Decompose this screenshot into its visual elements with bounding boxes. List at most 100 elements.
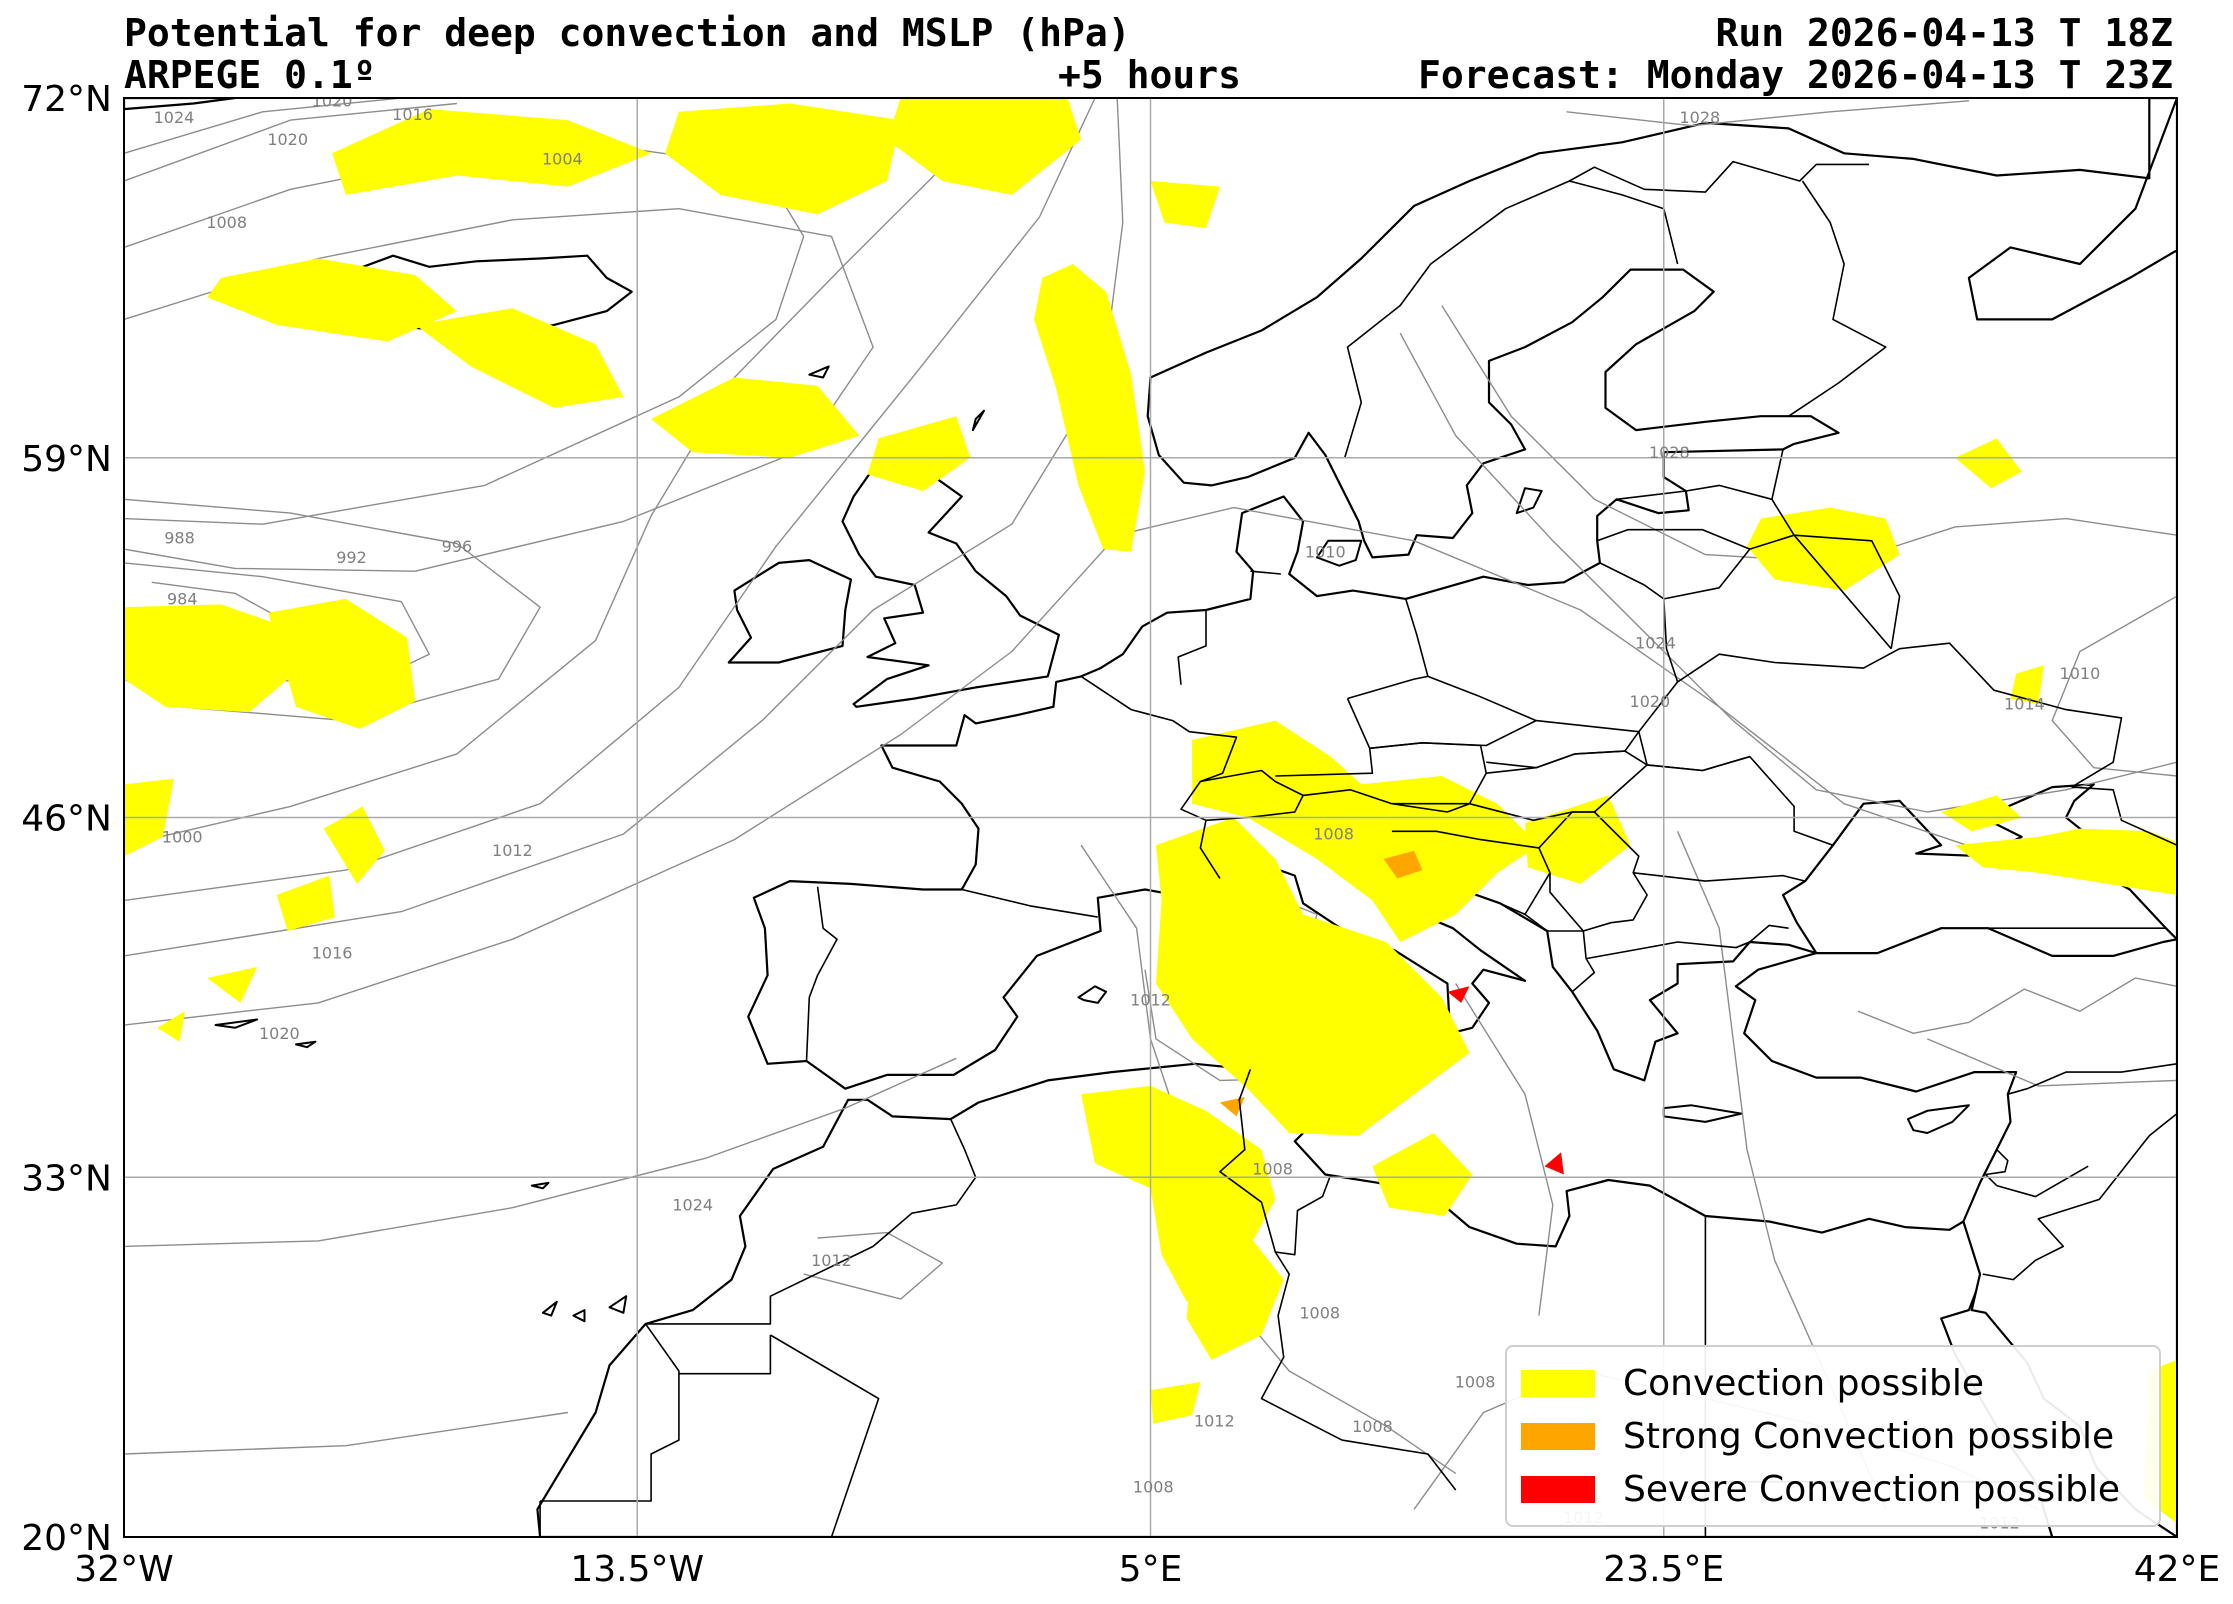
- convection-area: [867, 416, 971, 491]
- forecast-label: Forecast: Monday 2026-04-13 T 23Z: [1418, 53, 2173, 97]
- country-border: [1647, 755, 1751, 772]
- severe-area: [1544, 1152, 1564, 1175]
- country-border: [678, 1335, 772, 1375]
- country-border: [1616, 484, 1795, 536]
- country-border: [1638, 642, 2123, 788]
- strong-area: [1383, 850, 1423, 879]
- convection-area: [651, 377, 860, 458]
- model-label: ARPEGE 0.1º: [124, 53, 376, 97]
- lon-tick-label: 32°W: [74, 1549, 173, 1590]
- lat-tick-label: 46°N: [21, 799, 112, 840]
- country-border: [805, 886, 838, 1062]
- island-madeira: [530, 1181, 550, 1190]
- lon-tick-label: 5°E: [1119, 1549, 1183, 1590]
- isobar-label: 1004: [542, 149, 583, 168]
- convection-area: [1955, 438, 2022, 489]
- country-border: [1391, 802, 1470, 813]
- island-faroe: [808, 365, 830, 379]
- convection-area: [1156, 817, 1470, 1136]
- legend-item-strong: Strong Convection possible: [1521, 1415, 2115, 1457]
- country-border: [1735, 924, 1789, 949]
- convection-area: [1150, 1382, 1201, 1424]
- convection-area: [886, 98, 1082, 195]
- plot-area: 1024 1020 1016 1020 1004 1008 1028 988 992 996 984…: [124, 91, 2177, 1537]
- isobar-label: 1016: [312, 944, 353, 963]
- convection-area: [124, 604, 305, 713]
- isobar-line: [1927, 1038, 2177, 1087]
- isobar-line: [124, 1411, 569, 1455]
- lon-tick-label: 42°E: [2134, 1549, 2221, 1590]
- lead-time-label: +5 hours: [1058, 53, 1242, 97]
- isobar-label: 1024: [1635, 634, 1676, 653]
- convection-area: [665, 103, 901, 215]
- map-title: Potential for deep convection and MSLP (…: [124, 11, 1131, 55]
- country-border: [1985, 1149, 2009, 1176]
- isobar-line: [803, 1231, 944, 1300]
- country-border: [1985, 1173, 1998, 1187]
- country-border: [1343, 180, 1679, 459]
- isobar-label: 1020: [312, 91, 353, 110]
- legend-label-convection: Convection possible: [1623, 1362, 1985, 1404]
- legend-item-severe: Severe Convection possible: [1521, 1468, 2121, 1510]
- country-border: [1275, 741, 1487, 805]
- lat-tick-label: 33°N: [21, 1158, 112, 1199]
- isobar-label: 1028: [1649, 443, 1690, 462]
- isobar-line: [1399, 332, 2177, 813]
- isobar-label: 1024: [672, 1195, 713, 1214]
- isobar-label: 996: [442, 537, 473, 556]
- isobar-label: 1008: [1313, 825, 1354, 844]
- country-border: [645, 1118, 977, 1325]
- country-border: [1569, 160, 1869, 193]
- convection-area: [268, 598, 416, 729]
- country-border: [540, 1323, 680, 1502]
- convection-area: [1941, 795, 2022, 832]
- isobar-label: 1008: [1133, 1478, 1174, 1497]
- legend-item-convection: Convection possible: [1521, 1362, 1985, 1404]
- legend-label-strong: Strong Convection possible: [1623, 1415, 2115, 1457]
- lat-tick-label: 59°N: [21, 439, 112, 480]
- isobar-line: [124, 207, 874, 572]
- island-mallorca: [1077, 985, 1108, 1004]
- country-border: [1996, 1165, 2089, 1198]
- isobar-label: 1008: [206, 213, 247, 232]
- island-azores-1: [214, 1018, 259, 1029]
- isobar-line: [124, 1057, 957, 1248]
- isobar-line: [2051, 595, 2177, 777]
- legend-label-severe: Severe Convection possible: [1623, 1468, 2121, 1510]
- isobar-line: [124, 98, 1013, 846]
- country-border: [1794, 534, 1901, 649]
- isobar-line: [1566, 100, 1969, 127]
- isobar-label: 1020: [1630, 692, 1671, 711]
- island-canary-2: [541, 1300, 558, 1317]
- convection-area: [1186, 1240, 1284, 1360]
- legend-swatch-convection: [1521, 1369, 1595, 1397]
- grid-layer: [124, 98, 2177, 1537]
- island-canary-3: [608, 1295, 628, 1314]
- isobar-line: [1455, 983, 1554, 1316]
- country-border: [1524, 913, 1596, 993]
- country-border: [1982, 1112, 2177, 1281]
- convection-area: [157, 1011, 185, 1042]
- country-border: [1404, 598, 1429, 677]
- country-border: [769, 1334, 880, 1537]
- convection-area: [1034, 264, 1145, 552]
- land-greenland-tip: [124, 98, 237, 111]
- island-gotland: [1515, 487, 1543, 515]
- legend-swatch-severe: [1521, 1475, 1595, 1503]
- isobar-label-layer: 1024 1020 1016 1020 1004 1008 1028 988 992 996 984…: [154, 91, 2101, 1533]
- country-border: [1633, 872, 1806, 882]
- isobar-label: 1008: [1252, 1159, 1293, 1178]
- isobar-label: 1010: [2060, 664, 2101, 683]
- isobar-label: 1020: [267, 130, 308, 149]
- convection-area: [207, 258, 457, 342]
- isobar-label: 1000: [162, 827, 203, 846]
- country-border: [961, 888, 1098, 918]
- isobar-label: 1012: [1130, 991, 1171, 1010]
- country-border: [1250, 570, 1281, 575]
- convection-area: [1955, 828, 2177, 895]
- island-canary-1: [572, 1309, 586, 1323]
- isobar-label: 1012: [492, 841, 533, 860]
- land-great-britain: [841, 467, 1061, 708]
- isobar-line: [124, 102, 457, 182]
